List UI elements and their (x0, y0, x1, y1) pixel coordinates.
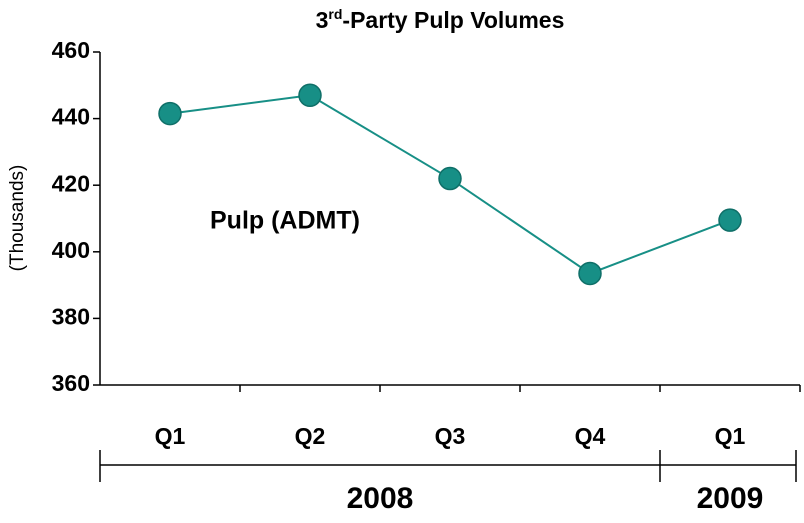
x-tick-label: Q2 (295, 423, 326, 449)
marker (298, 83, 322, 108)
y-axis-label: (Thousands) (7, 165, 28, 272)
title-part: -Party Pulp Volumes (342, 7, 564, 33)
y-tick-label: 400 (52, 237, 90, 263)
x-tick-label: Q1 (155, 423, 186, 449)
y-tick-label: 460 (52, 37, 90, 63)
series-label: Pulp (ADMT) (210, 207, 360, 235)
title-part: 3 (316, 7, 329, 33)
group-label: 2009 (697, 482, 764, 515)
y-tick-label: 380 (52, 303, 90, 329)
group-label: 2008 (347, 482, 414, 515)
marker (718, 208, 742, 232)
y-tick-label: 420 (52, 170, 90, 196)
y-tick-label: 440 (52, 104, 90, 130)
x-tick-label: Q4 (575, 423, 606, 449)
x-tick-label: Q3 (435, 423, 466, 449)
marker (438, 166, 462, 191)
y-tick-label: 360 (52, 370, 90, 396)
title-superscript: rd (328, 6, 342, 22)
x-tick-label: Q1 (715, 423, 746, 449)
marker (578, 261, 602, 286)
marker (158, 101, 182, 126)
chart-title: 3rd-Party Pulp Volumes (316, 6, 565, 33)
